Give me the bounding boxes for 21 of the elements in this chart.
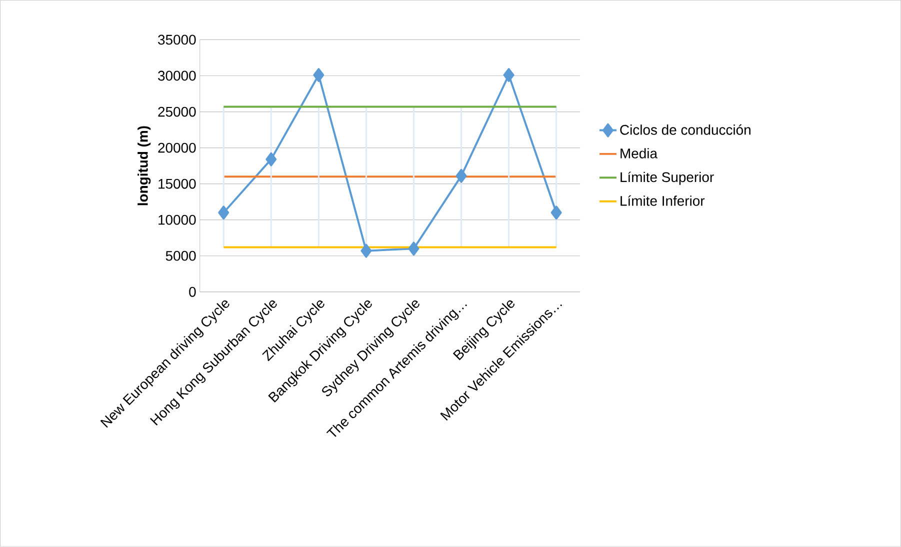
y-tick-label: 25000 — [158, 106, 196, 117]
point — [456, 169, 467, 183]
y-tick-label: 30000 — [158, 70, 196, 81]
point — [360, 244, 372, 258]
point — [503, 68, 514, 82]
y-tick-label: 5000 — [166, 251, 196, 261]
y-tick-label: 0 — [189, 287, 196, 297]
point — [550, 206, 562, 220]
legend-label: Límite Inferior — [620, 196, 705, 206]
y-tick-label: 10000 — [158, 215, 196, 225]
y-tick-label: 35000 — [158, 34, 196, 45]
point — [408, 242, 420, 256]
y-axis-title: longitud (m) — [138, 126, 151, 206]
point — [313, 68, 324, 82]
point — [218, 206, 230, 220]
legend-label: Límite Superior — [620, 172, 714, 185]
point — [266, 152, 277, 166]
legend-label: Ciclos de conducción — [620, 124, 750, 135]
y-tick-label: 15000 — [158, 178, 196, 189]
legend-label: Media — [620, 148, 658, 159]
y-tick-label: 20000 — [158, 142, 196, 153]
